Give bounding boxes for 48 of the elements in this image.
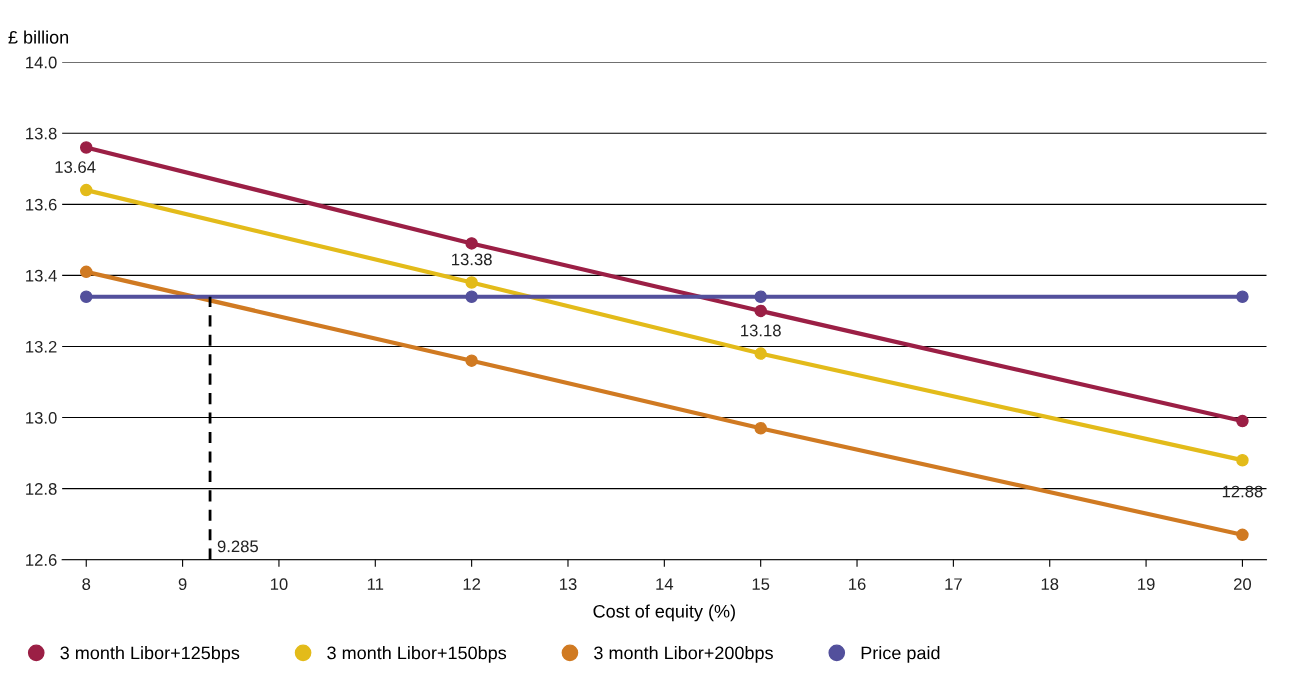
x-tick-label: 9: [178, 578, 187, 591]
y-tick-label: 12.6: [26, 554, 57, 566]
point: [79, 141, 93, 154]
point: [754, 290, 767, 303]
legend-label: 3 month Libor+200bps: [594, 646, 773, 663]
y-tick-label: 13.4: [26, 269, 57, 282]
y-tick-label: 13.8: [26, 127, 57, 140]
point: [754, 421, 767, 435]
x-tick-label: 19: [1138, 578, 1155, 591]
point: [1236, 528, 1249, 542]
y-axis-title: £ billion: [8, 30, 69, 44]
x-tick-label: 18: [1041, 578, 1059, 591]
data-label: 13.38: [452, 253, 492, 266]
point: [79, 265, 93, 279]
y-tick-label: 13.2: [26, 340, 57, 353]
x-tick-label: 20: [1233, 578, 1252, 591]
y-tick-label: 13.0: [26, 411, 57, 424]
point: [465, 276, 478, 289]
x-tick-label: 15: [752, 578, 770, 591]
legend-label: 3 month Libor+125bps: [60, 646, 240, 663]
y-tick-label: 13.6: [26, 198, 57, 211]
point: [1236, 453, 1249, 467]
point: [754, 347, 767, 360]
legend-label: Price paid: [861, 646, 940, 663]
data-label: 12.88: [1222, 485, 1263, 498]
x-tick-label: 12: [463, 578, 481, 590]
point: [1236, 414, 1249, 428]
x-tick-label: 16: [849, 578, 866, 591]
point: [465, 290, 478, 303]
y-tick-label: 14.0: [26, 56, 57, 69]
point: [79, 183, 93, 197]
legend-label: 3 month Libor+150bps: [327, 646, 507, 663]
point: [1236, 290, 1249, 303]
x-tick-label: 10: [270, 578, 288, 591]
point: [79, 290, 93, 303]
data-label: 13.64: [55, 161, 96, 173]
x-tick-label: 13: [559, 578, 577, 591]
x-axis-title: Cost of equity (%): [593, 604, 735, 622]
data-label: 13.18: [741, 324, 781, 337]
x-tick-label: 8: [82, 578, 91, 591]
point: [465, 237, 478, 250]
annotation: 9.285: [217, 540, 259, 553]
x-tick-label: 17: [945, 578, 962, 590]
point: [754, 304, 767, 318]
x-tick-label: 11: [367, 578, 384, 590]
point: [465, 354, 478, 367]
x-tick-label: 14: [656, 578, 674, 590]
y-tick-label: 12.8: [26, 483, 57, 495]
